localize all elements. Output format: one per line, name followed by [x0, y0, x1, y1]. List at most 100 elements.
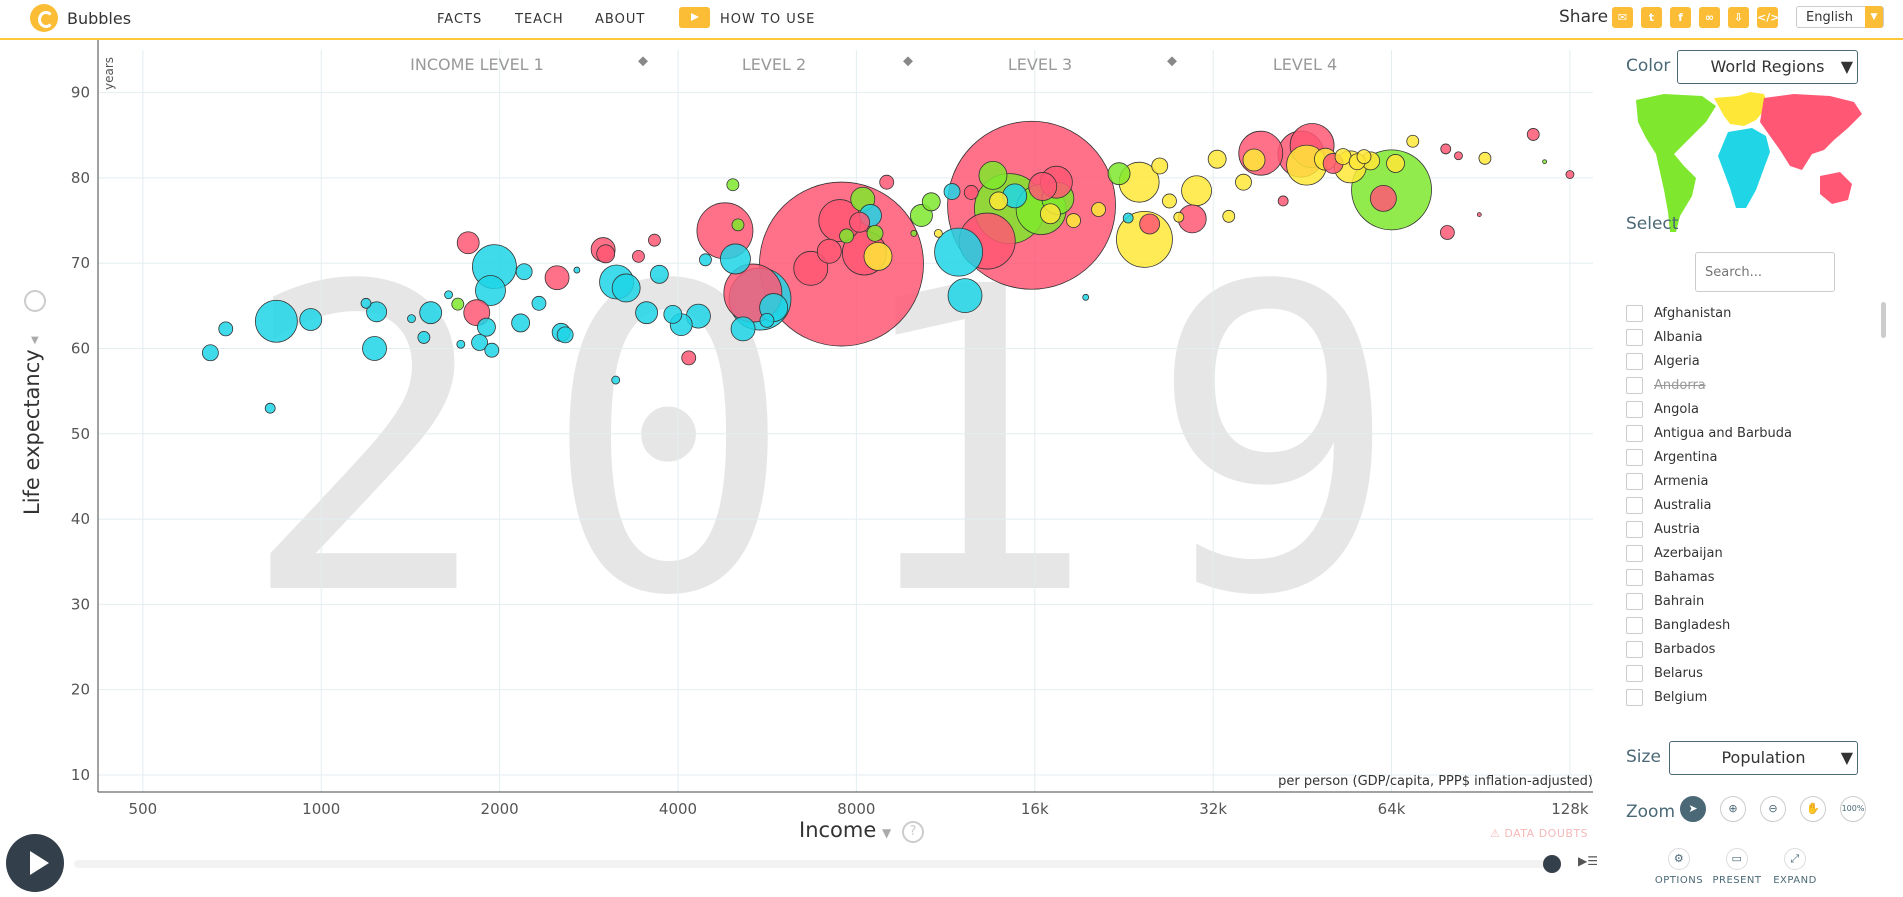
bubble[interactable] [456, 339, 466, 349]
bubble[interactable] [849, 211, 871, 233]
email-icon[interactable]: ✉ [1612, 7, 1633, 28]
bubble[interactable] [477, 317, 496, 337]
expand-button[interactable]: ⤢ EXPAND [1765, 848, 1825, 886]
bubble[interactable] [407, 314, 416, 324]
bubble[interactable] [1526, 128, 1540, 141]
help-icon[interactable]: ? [902, 821, 924, 843]
bubble[interactable] [611, 375, 621, 385]
language-select[interactable]: English ▼ [1796, 6, 1884, 28]
bubble[interactable] [1066, 213, 1081, 228]
bubble[interactable] [254, 299, 298, 343]
bubble[interactable] [484, 342, 500, 358]
embed-icon[interactable]: </> [1757, 7, 1779, 28]
twitter-icon[interactable]: t [1641, 7, 1662, 28]
hand-icon[interactable]: ✋ [1800, 796, 1826, 822]
checkbox[interactable] [1626, 329, 1643, 346]
bubble[interactable] [720, 243, 751, 275]
y-axis-selector-icon[interactable] [24, 290, 46, 312]
checkbox[interactable] [1626, 641, 1643, 658]
bubble[interactable] [1386, 154, 1405, 173]
timeline-options-icon[interactable]: ▶☰ [1578, 854, 1598, 868]
bubble[interactable] [1565, 170, 1575, 179]
play-button[interactable] [6, 834, 64, 892]
bubble[interactable] [1162, 193, 1177, 209]
bubble[interactable] [989, 191, 1008, 211]
bubble[interactable] [1440, 143, 1452, 155]
nav-teach[interactable]: TEACH [515, 12, 564, 27]
checkbox[interactable] [1626, 665, 1643, 682]
list-scrollbar[interactable] [1881, 302, 1886, 338]
bubble[interactable] [366, 301, 388, 323]
bubble[interactable] [1542, 159, 1548, 165]
facebook-icon[interactable]: f [1670, 7, 1691, 28]
bubble[interactable] [556, 326, 574, 344]
bubble[interactable] [1082, 293, 1090, 301]
checkbox[interactable] [1626, 521, 1643, 538]
options-button[interactable]: ⚙ OPTIONS [1649, 848, 1709, 886]
zoom-in-icon[interactable]: ⊕ [1720, 796, 1746, 822]
bubble[interactable] [1235, 173, 1252, 191]
bubble[interactable] [1039, 203, 1061, 225]
bubble[interactable] [360, 297, 372, 309]
bubble[interactable] [963, 185, 979, 200]
bubble[interactable] [531, 295, 547, 311]
bubble[interactable] [417, 331, 431, 344]
bubble[interactable] [1454, 151, 1463, 161]
bubble[interactable] [511, 313, 531, 333]
y-axis-label[interactable]: Life expectancy [20, 349, 44, 515]
bubble[interactable] [451, 297, 465, 311]
cursor-icon[interactable]: ➤ [1680, 796, 1706, 822]
world-regions-map[interactable] [1634, 92, 1864, 234]
zoom-out-icon[interactable]: ⊖ [1760, 796, 1786, 822]
checkbox[interactable] [1626, 425, 1643, 442]
bubble[interactable] [921, 192, 941, 212]
checkbox[interactable] [1626, 617, 1643, 634]
bubble[interactable] [201, 344, 219, 362]
bubble[interactable] [879, 174, 895, 190]
bubble[interactable] [264, 402, 276, 414]
how-to-use-icon[interactable] [679, 7, 710, 28]
bubble[interactable] [910, 229, 918, 237]
bubble[interactable] [681, 350, 697, 366]
bubble[interactable] [839, 228, 854, 244]
nav-facts[interactable]: FACTS [437, 12, 483, 27]
bubble[interactable] [1478, 151, 1492, 165]
bubble[interactable] [648, 233, 661, 247]
nav-about[interactable]: ABOUT [595, 12, 646, 27]
checkbox[interactable] [1626, 305, 1643, 322]
x-caret-icon[interactable]: ▼ [882, 826, 892, 840]
checkbox[interactable] [1626, 449, 1643, 466]
bubble[interactable] [1028, 172, 1058, 201]
bubble[interactable] [1242, 148, 1266, 172]
bubble[interactable] [635, 301, 658, 325]
bubble[interactable] [456, 231, 480, 255]
bubble[interactable] [1139, 213, 1161, 235]
bubble[interactable] [934, 227, 983, 277]
bubble[interactable] [544, 265, 570, 291]
data-doubts-link[interactable]: ⚠ DATA DOUBTS [1490, 827, 1589, 840]
bubble[interactable] [475, 275, 506, 306]
checkbox[interactable] [1626, 593, 1643, 610]
bubble[interactable] [1439, 225, 1455, 240]
checkbox[interactable] [1626, 401, 1643, 418]
bubble[interactable] [1369, 184, 1397, 212]
bubble[interactable] [573, 266, 581, 274]
bubble[interactable] [1406, 134, 1420, 148]
x-axis-label[interactable]: Income [799, 818, 877, 842]
y-caret-icon[interactable]: ▼ [31, 335, 39, 346]
checkbox[interactable] [1626, 569, 1643, 586]
bubble[interactable] [596, 244, 616, 264]
bubble[interactable] [1356, 149, 1372, 165]
nav-how-to-use[interactable]: HOW TO USE [720, 12, 816, 27]
country-search-input[interactable] [1695, 252, 1835, 292]
bubble[interactable] [1091, 202, 1106, 217]
bubble[interactable] [649, 264, 669, 284]
bubble[interactable] [943, 183, 961, 200]
bubble[interactable] [471, 334, 488, 351]
timeline-handle[interactable] [1543, 855, 1561, 873]
bubble[interactable] [1334, 148, 1352, 166]
checkbox[interactable] [1626, 545, 1643, 562]
gapminder-logo[interactable] [30, 4, 58, 32]
bubble[interactable] [699, 253, 712, 267]
